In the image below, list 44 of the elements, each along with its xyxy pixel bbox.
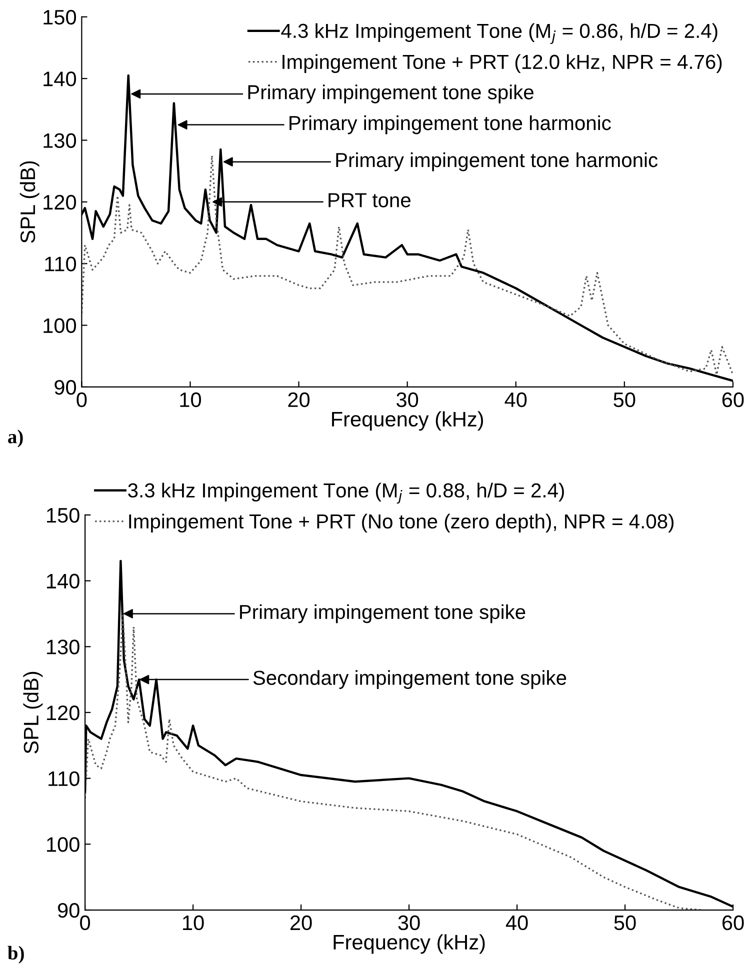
x-tick-label: 10 (180, 392, 202, 408)
y-tick-label: 110 (48, 771, 80, 786)
annotation: PRT tone (328, 193, 410, 208)
y-tick-label: 150 (47, 508, 80, 523)
annotation: Primary impingement tone spike (248, 84, 534, 104)
x-tick-label: 10 (183, 915, 204, 930)
y-tick-label: 120 (47, 705, 80, 720)
x-tick-label: 0 (76, 392, 87, 408)
legend-label: 4.3 kHz Impingement Tone (M$_{j}$ = 0.86, h/D = 2.4) (281, 23, 718, 44)
x-tick-label: 60 (722, 392, 744, 408)
y-tick-label: 140 (47, 574, 80, 589)
x-tick-label: 30 (396, 392, 418, 408)
y-tick-label: 110 (45, 256, 76, 272)
y-tick-label: 150 (44, 10, 76, 25)
x-tick-label: 20 (290, 915, 312, 930)
y-tick-label: 130 (47, 640, 80, 654)
legend-label: 3.3 kHz Impingement Tone (M$_{j}$ = 0.88, h/D = 2.4) (128, 482, 564, 504)
x-tick-label: 0 (80, 915, 90, 930)
x-tick-label: 30 (398, 915, 420, 930)
annotation: Secondary impingement tone spike (253, 670, 566, 689)
text: b) (8, 946, 24, 964)
y-tick-label: 90 (54, 380, 76, 395)
x-tick-label: 50 (614, 392, 636, 408)
annotation: Primary impingement tone spike (240, 604, 526, 624)
x-tick-label: 40 (504, 392, 527, 408)
y-axis-title: SPL (dB) (23, 672, 43, 754)
x-tick-label: 20 (288, 392, 310, 408)
y-tick-label: 100 (47, 837, 80, 852)
x-axis-title: Frequency (kHz) (332, 411, 484, 431)
annotation: Primary impingement tone harmonic (336, 152, 658, 172)
legend-label: Impingement Tone + PRT (12.0 kHz, NPR = 4.76) (282, 54, 722, 74)
y-tick-label: 130 (44, 133, 76, 148)
legend-label: Impingement Tone + PRT (No tone (zero depth), NPR = 4.08) (129, 514, 674, 533)
y-tick-label: 140 (44, 72, 76, 86)
text: a) (8, 430, 23, 448)
x-axis-title: Frequency (kHz) (334, 934, 485, 954)
x-tick-label: 60 (722, 915, 744, 930)
y-tick-label: 100 (44, 318, 76, 334)
y-tick-label: 90 (58, 903, 80, 918)
y-tick-label: 120 (44, 194, 76, 210)
y-axis-title: SPL (dB) (20, 161, 40, 243)
annotation: Primary impingement tone harmonic (290, 115, 611, 134)
x-tick-label: 50 (614, 915, 636, 930)
x-tick-label: 40 (506, 915, 528, 930)
